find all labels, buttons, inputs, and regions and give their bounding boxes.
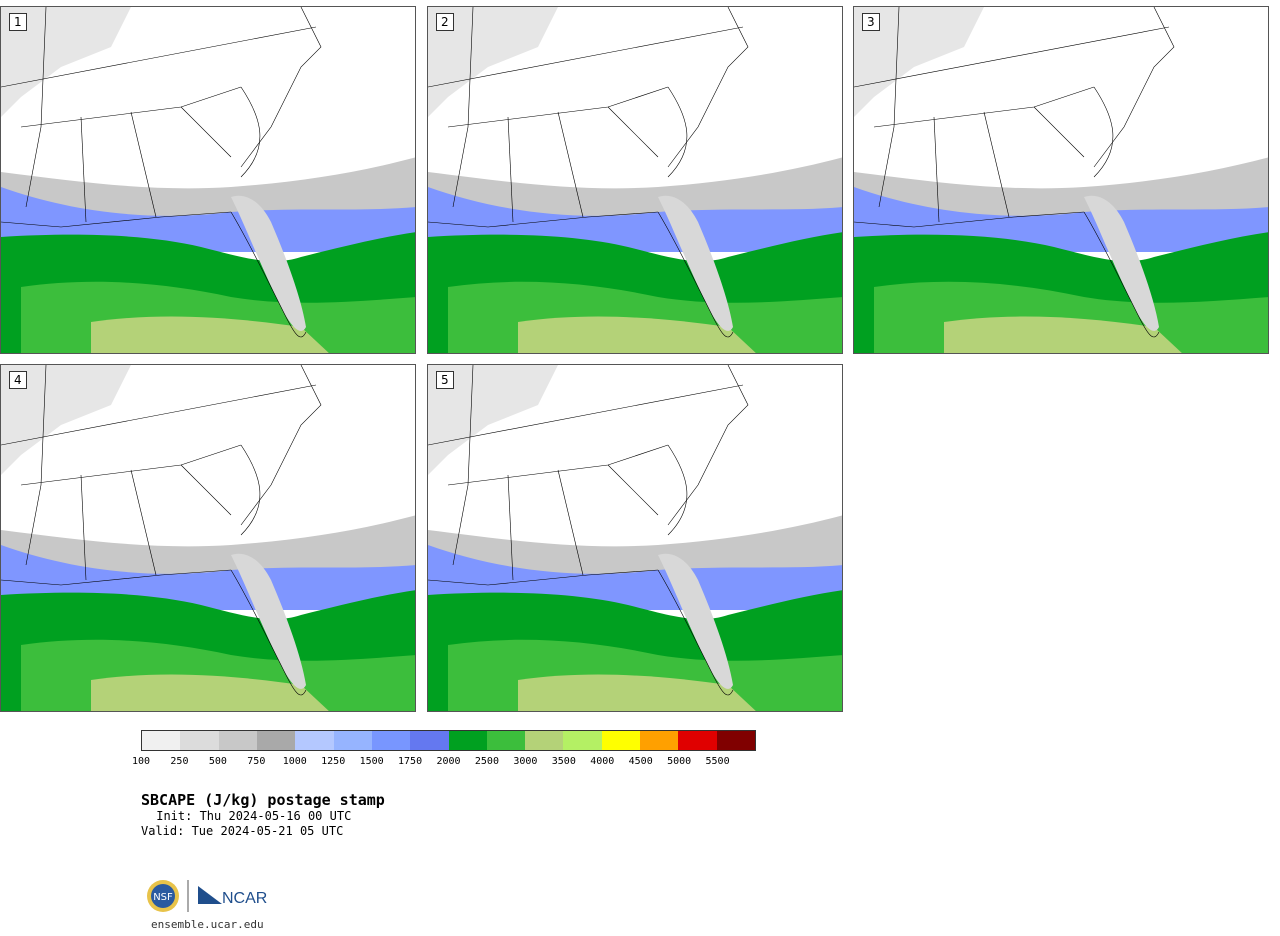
color-tick-label: 1500 bbox=[359, 756, 384, 767]
color-tick-label: 1750 bbox=[398, 756, 423, 767]
sbcape-map-2 bbox=[428, 7, 842, 353]
color-tick-label: 2000 bbox=[436, 756, 461, 767]
color-swatch-8 bbox=[448, 731, 487, 750]
color-scale-ticks: 100 250 500 750 1000 1250 1500 1750 2000 2500 3000… bbox=[132, 756, 761, 770]
color-swatch-9 bbox=[486, 731, 526, 750]
panel-number-label: 4 bbox=[9, 371, 27, 389]
sbcape-map-5 bbox=[428, 365, 842, 711]
ensemble-member-panel-4: 4 bbox=[0, 364, 416, 712]
color-swatch-6 bbox=[371, 731, 411, 750]
site-url: ensemble.ucar.edu bbox=[151, 918, 264, 931]
color-swatch-5 bbox=[333, 731, 372, 750]
ensemble-member-panel-3: 3 bbox=[853, 6, 1269, 354]
color-tick-label: 5000 bbox=[667, 756, 692, 767]
nsf-logo-text: NSF bbox=[153, 892, 173, 903]
color-swatch-11 bbox=[563, 731, 602, 750]
ensemble-member-panel-2: 2 bbox=[427, 6, 843, 354]
color-tick-label: 1000 bbox=[282, 756, 307, 767]
sbcape-map-4 bbox=[1, 365, 415, 711]
nsf-ncar-logo: NSF NCAR bbox=[147, 880, 267, 912]
panel-number-label: 1 bbox=[9, 13, 27, 31]
ensemble-member-panel-5: 5 bbox=[427, 364, 843, 712]
panel-number-label: 5 bbox=[436, 371, 454, 389]
panel-number-label: 2 bbox=[436, 13, 454, 31]
color-tick-label: 100 bbox=[131, 756, 151, 767]
color-swatch-15 bbox=[716, 731, 755, 750]
color-tick-label: 4500 bbox=[628, 756, 653, 767]
ncar-logo-text: NCAR bbox=[222, 890, 267, 907]
color-scale-bar bbox=[141, 730, 756, 751]
color-tick-label: 3000 bbox=[513, 756, 538, 767]
color-swatch-0 bbox=[142, 731, 181, 750]
color-tick-label: 3500 bbox=[551, 756, 576, 767]
color-tick-label: 1250 bbox=[321, 756, 346, 767]
sbcape-map-1 bbox=[1, 7, 415, 353]
color-swatch-7 bbox=[410, 731, 449, 750]
panel-number-label: 3 bbox=[862, 13, 880, 31]
color-swatch-14 bbox=[678, 731, 717, 750]
color-tick-label: 5500 bbox=[705, 756, 730, 767]
color-swatch-12 bbox=[601, 731, 641, 750]
color-tick-label: 4000 bbox=[590, 756, 615, 767]
color-swatch-10 bbox=[525, 731, 564, 750]
color-swatch-3 bbox=[256, 731, 296, 750]
color-tick-label: 750 bbox=[247, 756, 266, 767]
color-swatch-4 bbox=[295, 731, 334, 750]
valid-time: Valid: Tue 2024-05-21 05 UTC bbox=[141, 824, 344, 838]
init-time: Init: Thu 2024-05-16 00 UTC bbox=[149, 809, 352, 823]
ensemble-member-panel-1: 1 bbox=[0, 6, 416, 354]
color-tick-label: 2500 bbox=[474, 756, 499, 767]
color-swatch-2 bbox=[218, 731, 257, 750]
color-swatch-1 bbox=[180, 731, 219, 750]
color-swatch-13 bbox=[640, 731, 679, 750]
map-title: SBCAPE (J/kg) postage stamp bbox=[141, 791, 385, 809]
color-tick-label: 500 bbox=[208, 756, 227, 767]
color-tick-label: 250 bbox=[170, 756, 189, 767]
sbcape-map-3 bbox=[854, 7, 1268, 353]
